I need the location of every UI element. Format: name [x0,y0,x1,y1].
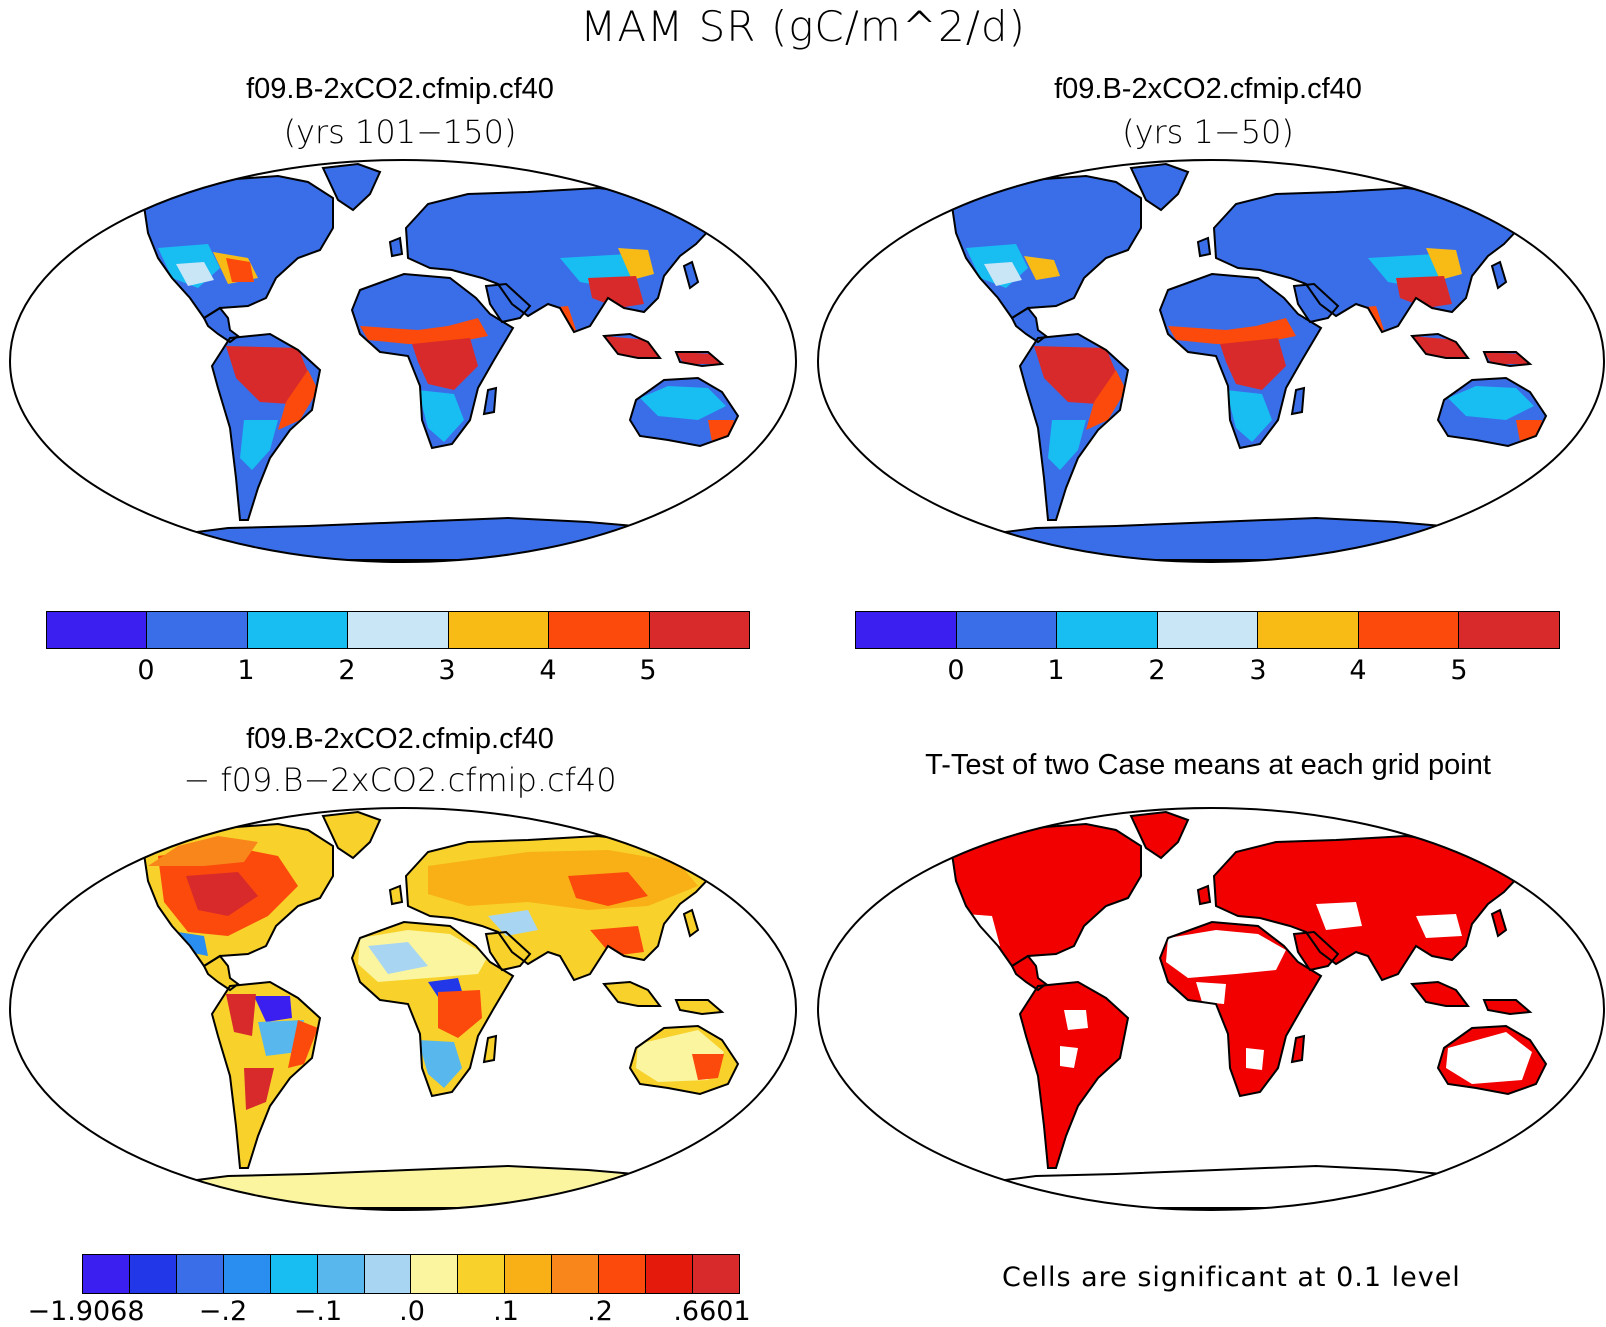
colorbar-tick: −.1 [293,1296,343,1327]
map-border [9,159,797,563]
colorbar-bottom-left [82,1254,740,1294]
colorbar-swatch [1258,612,1359,648]
map-bottom-left [9,807,797,1211]
colorbar-swatch [549,612,650,648]
colorbar-tick: 0 [137,655,155,686]
colorbar-top-left [46,611,750,649]
panel-title-top-left: f09.B-2xCO2.cfmip.cf40 [246,73,554,105]
figure-title: MAM SR (gC/m^2/d) [580,2,1026,51]
colorbar-swatch [83,1255,130,1293]
map-border [817,807,1605,1211]
colorbar-tick: 4 [539,655,557,686]
colorbar-swatch [1358,612,1460,648]
colorbar-swatch [505,1255,553,1293]
colorbar-swatch [856,612,957,648]
colorbar-tick: −.2 [198,1296,248,1327]
panel-title-top-right: f09.B-2xCO2.cfmip.cf40 [1054,73,1362,105]
colorbar-swatch [270,1255,318,1293]
colorbar-swatch [176,1255,224,1293]
colorbar-tick: 2 [338,655,356,686]
colorbar-swatch [1157,612,1259,648]
colorbar-swatch [649,612,749,648]
colorbar-top-right [855,611,1560,649]
colorbar-swatch [348,612,449,648]
colorbar-swatch [223,1255,271,1293]
colorbar-swatch [47,612,148,648]
colorbar-tick: −1.9068 [27,1296,145,1327]
map-top-right [817,159,1605,563]
colorbar-tick: 1 [237,655,255,686]
colorbar-swatch [411,1255,459,1293]
map-border [817,159,1605,563]
panel-subtitle-top-left: (yrs 101−150) [283,113,517,151]
colorbar-swatch [317,1255,365,1293]
panel-title-bottom-right: T-Test of two Case means at each grid po… [925,749,1491,781]
significance-footnote: Cells are significant at 0.1 level [1002,1262,1461,1293]
colorbar-tick: 2 [1148,655,1166,686]
colorbar-tick: .2 [587,1296,613,1327]
colorbar-tick: 0 [947,655,965,686]
colorbar-tick: 5 [639,655,657,686]
panel-subtitle-bottom-left: − f09.B−2xCO2.cfmip.cf40 [183,761,617,799]
map-top-left [9,159,797,563]
colorbar-swatch [458,1255,506,1293]
colorbar-tick: 3 [1249,655,1267,686]
colorbar-tick: 5 [1450,655,1468,686]
colorbar-tick: 4 [1349,655,1367,686]
colorbar-swatch [129,1255,177,1293]
colorbar-tick: 1 [1047,655,1065,686]
colorbar-tick: .6601 [673,1296,751,1327]
colorbar-swatch [599,1255,647,1293]
panel-subtitle-top-right: (yrs 1−50) [1122,113,1294,151]
colorbar-swatch [956,612,1058,648]
colorbar-swatch [364,1255,412,1293]
colorbar-swatch [1057,612,1158,648]
map-bottom-right [817,807,1605,1211]
colorbar-tick: .1 [493,1296,519,1327]
colorbar-swatch [646,1255,693,1293]
map-border [9,807,797,1211]
colorbar-swatch [692,1255,739,1293]
colorbar-swatch [1459,612,1560,648]
colorbar-swatch [448,612,550,648]
panel-title-bottom-left: f09.B-2xCO2.cfmip.cf40 [246,723,554,755]
colorbar-tick: 3 [438,655,456,686]
colorbar-tick: .0 [399,1296,425,1327]
colorbar-swatch [247,612,349,648]
colorbar-swatch [552,1255,600,1293]
colorbar-swatch [147,612,248,648]
